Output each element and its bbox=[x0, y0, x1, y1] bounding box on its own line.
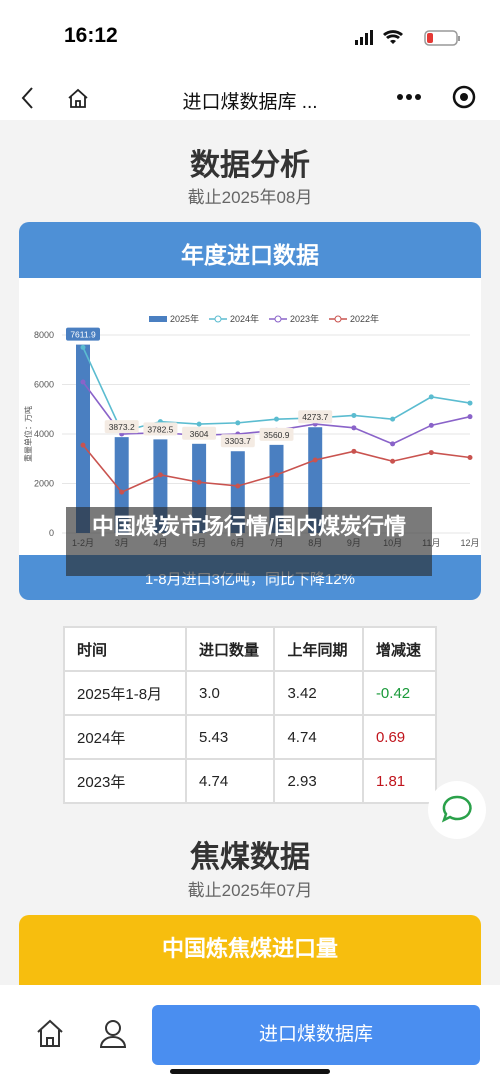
point bbox=[274, 416, 279, 422]
point bbox=[467, 400, 473, 406]
point bbox=[196, 479, 202, 485]
value-label-bg bbox=[298, 410, 333, 424]
point bbox=[390, 458, 396, 464]
point bbox=[196, 421, 202, 427]
point bbox=[312, 457, 318, 463]
data-table: 时间 进口数量 上年同期 增减速 2025年1-8月 3.0 3.42 -0.4… bbox=[63, 626, 438, 804]
point bbox=[467, 455, 473, 461]
nav-title: 进口煤数据库 ... bbox=[182, 92, 318, 113]
value-label: 7611.9 bbox=[70, 330, 96, 340]
nav-icons[interactable] bbox=[18, 85, 98, 111]
point bbox=[390, 416, 396, 422]
value-label: 3604 bbox=[190, 429, 209, 439]
x-tick-label: 12月 bbox=[460, 538, 479, 548]
cell: 4.74 bbox=[184, 758, 276, 804]
y-tick-label: 8000 bbox=[34, 330, 54, 340]
section-title: 焦煤数据 bbox=[190, 841, 310, 874]
card-title: 中国炼焦煤进口量 bbox=[161, 936, 338, 961]
point bbox=[351, 412, 357, 418]
value-label-bg bbox=[143, 422, 178, 436]
y-tick-label: 4000 bbox=[34, 429, 54, 439]
point bbox=[80, 344, 86, 350]
status-icons bbox=[355, 30, 460, 46]
cell: -0.42 bbox=[361, 670, 438, 716]
point bbox=[428, 450, 434, 456]
cell: 1.81 bbox=[361, 758, 438, 804]
value-label: 3560.9 bbox=[264, 430, 290, 440]
point bbox=[80, 379, 86, 385]
cell: 5.43 bbox=[184, 714, 276, 760]
value-label: 4273.7 bbox=[302, 412, 328, 422]
cell: 3.0 bbox=[184, 670, 276, 716]
card-title: 年度进口数据 bbox=[181, 242, 319, 268]
legend-label: 2025年 bbox=[170, 313, 199, 324]
cell: 2024年 bbox=[63, 714, 187, 760]
header-cell: 上年同期 bbox=[273, 626, 364, 672]
status-bar: 16:12 bbox=[0, 0, 500, 75]
cell: 2025年1-8月 bbox=[63, 670, 187, 716]
value-label-bg bbox=[220, 434, 255, 448]
bar bbox=[76, 344, 90, 533]
point bbox=[235, 483, 241, 489]
value-label-bg bbox=[104, 420, 139, 434]
point bbox=[467, 414, 473, 420]
time: 16:12 bbox=[64, 24, 118, 47]
legend-label: 2024年 bbox=[230, 313, 259, 324]
value-label-bg bbox=[66, 327, 100, 341]
chat-button[interactable] bbox=[427, 780, 487, 840]
value-label: 3303.7 bbox=[225, 436, 251, 446]
card: 中国炼焦煤进口量 bbox=[19, 915, 481, 985]
value-label: 3873.2 bbox=[109, 422, 135, 432]
point bbox=[390, 441, 396, 447]
legend-swatch bbox=[334, 315, 342, 323]
bottom-icons[interactable] bbox=[36, 1019, 136, 1049]
section-subtitle: 截止2025年07月 bbox=[187, 881, 313, 900]
point bbox=[80, 442, 86, 448]
point bbox=[119, 489, 125, 495]
bottom-bar: 进口煤数据库 bbox=[0, 985, 500, 1083]
y-tick-label: 6000 bbox=[34, 380, 54, 390]
bar bbox=[308, 427, 323, 533]
legend-swatch bbox=[149, 316, 167, 322]
y-tick-label: 2000 bbox=[34, 479, 54, 489]
value-label-bg bbox=[259, 427, 294, 441]
y-axis-label: 重量单位：万吨 bbox=[23, 406, 33, 462]
value-label-bg bbox=[182, 426, 217, 440]
header-cell: 时间 bbox=[63, 626, 187, 672]
cell: 4.74 bbox=[273, 714, 364, 760]
section-subtitle: 截止2025年08月 bbox=[187, 188, 313, 207]
point bbox=[274, 472, 279, 478]
header-cell: 进口数量 bbox=[184, 626, 276, 672]
point bbox=[235, 420, 241, 426]
cell: 2.93 bbox=[273, 758, 364, 804]
y-tick-label: 0 bbox=[49, 528, 54, 538]
point bbox=[157, 472, 163, 478]
value-label: 3782.5 bbox=[147, 424, 173, 434]
cell: 2023年 bbox=[63, 758, 187, 804]
legend-label: 2022年 bbox=[350, 313, 379, 324]
point bbox=[428, 394, 434, 400]
legend-label: 2023年 bbox=[290, 313, 319, 324]
header-cell: 增减速 bbox=[361, 626, 438, 672]
cell: 3.42 bbox=[273, 670, 364, 716]
point bbox=[351, 425, 357, 431]
overlay-banner[interactable]: 中国煤炭市场行情/国内煤炭行情 bbox=[66, 507, 432, 576]
legend-swatch bbox=[274, 315, 282, 323]
point bbox=[428, 422, 434, 428]
capsule[interactable] bbox=[390, 79, 490, 115]
nav-bar: 进口煤数据库 ... bbox=[0, 75, 500, 120]
point bbox=[351, 448, 357, 454]
primary-button[interactable]: 进口煤数据库 bbox=[152, 1005, 480, 1065]
section-title: 数据分析 bbox=[190, 149, 310, 182]
cell: 0.69 bbox=[361, 714, 438, 760]
home-indicator bbox=[170, 1069, 330, 1074]
legend-swatch bbox=[214, 315, 222, 323]
